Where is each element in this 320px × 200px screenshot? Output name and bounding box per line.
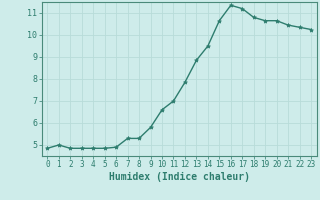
X-axis label: Humidex (Indice chaleur): Humidex (Indice chaleur) (109, 172, 250, 182)
